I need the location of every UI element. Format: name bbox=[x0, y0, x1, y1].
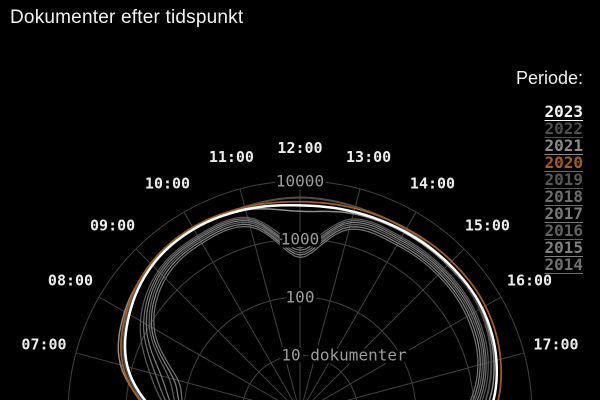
legend-year-2016[interactable]: 2016 bbox=[544, 221, 583, 240]
period-legend: Periode: 2023 2022 2021 2020 2019 2018 2017 201… bbox=[516, 68, 583, 273]
legend-year-2021[interactable]: 2021 bbox=[544, 136, 583, 155]
series-line-2022 bbox=[122, 196, 493, 400]
series-line-2014 bbox=[153, 225, 479, 400]
radial-label-1000: 1000 bbox=[281, 230, 320, 249]
grid-spoke-15 bbox=[312, 248, 465, 400]
grid-spoke-10 bbox=[183, 211, 294, 400]
hour-label-10:00: 10:00 bbox=[145, 175, 190, 193]
series-line-2018 bbox=[142, 218, 487, 400]
radial-label-10: 10 dokumenter bbox=[281, 346, 407, 365]
series-line-2021 bbox=[117, 208, 495, 400]
hour-label-14:00: 14:00 bbox=[410, 175, 455, 193]
hour-label-12:00: 12:00 bbox=[277, 139, 322, 157]
series-line-2019 bbox=[139, 216, 489, 400]
legend-year-2018[interactable]: 2018 bbox=[544, 187, 583, 206]
grid-spoke-16 bbox=[321, 296, 502, 400]
series-line-2017 bbox=[145, 219, 485, 400]
legend-year-2014[interactable]: 2014 bbox=[544, 255, 583, 274]
hour-label-08:00: 08:00 bbox=[48, 272, 93, 290]
series-line-2020 bbox=[120, 200, 503, 400]
hour-label-13:00: 13:00 bbox=[346, 148, 391, 166]
legend-title: Periode: bbox=[515, 68, 583, 88]
hour-label-09:00: 09:00 bbox=[90, 217, 135, 235]
grid-spoke-17 bbox=[346, 352, 525, 400]
chart-axis-labels: 07:00 08:00 09:00 10:00 11:00 12:00 13:00 14:00… bbox=[19, 137, 581, 368]
hour-label-16:00: 16:00 bbox=[507, 272, 552, 290]
series-line-2023 bbox=[123, 204, 499, 400]
series-line-2016 bbox=[148, 221, 484, 400]
page-title: Dokumenter efter tidspunkt bbox=[10, 7, 244, 28]
legend-year-list: 2023 2022 2021 2020 2019 2018 2017 2016 2015 2014 bbox=[516, 103, 583, 273]
chart-series bbox=[117, 196, 503, 400]
hour-label-07:00: 07:00 bbox=[21, 335, 66, 353]
grid-spoke-7 bbox=[75, 352, 254, 400]
chart-grid bbox=[67, 180, 533, 400]
legend-year-2022[interactable]: 2022 bbox=[544, 119, 583, 138]
legend-year-2015[interactable]: 2015 bbox=[544, 238, 583, 257]
grid-spoke-11 bbox=[239, 188, 298, 400]
legend-year-2020[interactable]: 2020 bbox=[544, 153, 583, 172]
hour-label-15:00: 15:00 bbox=[465, 217, 510, 235]
hour-label-17:00: 17:00 bbox=[533, 335, 578, 353]
radial-label-100: 100 bbox=[286, 288, 315, 307]
grid-spoke-8 bbox=[98, 296, 279, 400]
series-line-2015 bbox=[150, 223, 481, 400]
legend-year-2017[interactable]: 2017 bbox=[544, 204, 583, 223]
hour-label-11:00: 11:00 bbox=[209, 148, 254, 166]
radial-label-10000: 10000 bbox=[276, 172, 324, 191]
legend-year-2019[interactable]: 2019 bbox=[544, 170, 583, 189]
grid-spoke-13 bbox=[302, 188, 361, 400]
legend-year-2023[interactable]: 2023 bbox=[544, 102, 583, 121]
